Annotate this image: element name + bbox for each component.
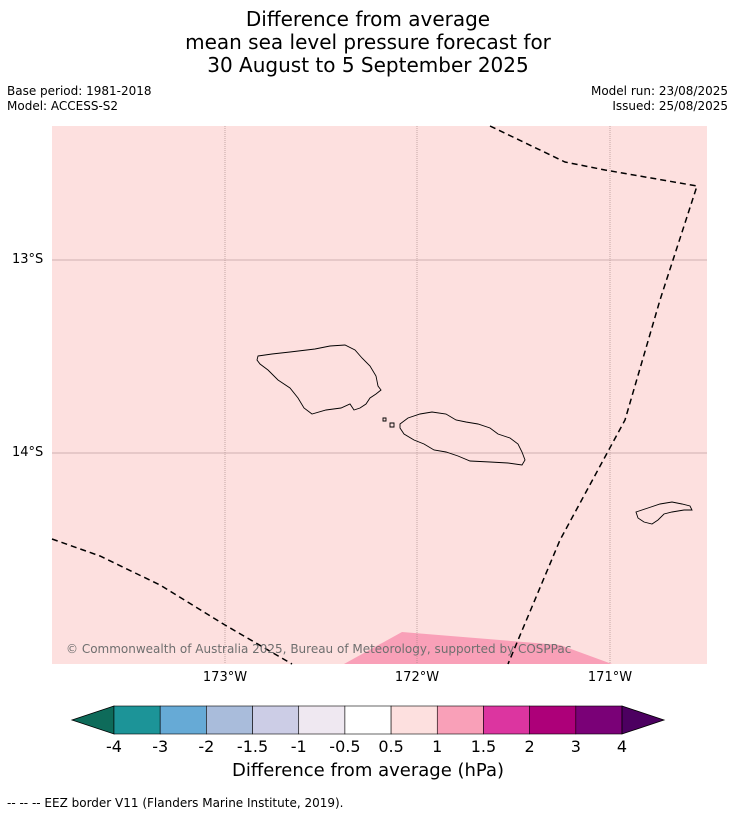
colorbar-segment xyxy=(298,705,346,735)
colorbar-label: -1 xyxy=(290,737,307,756)
colorbar-segment xyxy=(436,705,484,735)
eez-border-southwest xyxy=(51,538,293,665)
tutuila-island xyxy=(635,501,693,525)
model-name: Model: ACCESS-S2 xyxy=(7,99,119,113)
colorbar-segment xyxy=(575,705,623,735)
lat-label-13s: 13°S xyxy=(12,252,44,267)
colorbar-arrow-high xyxy=(621,705,666,735)
colorbar-segment xyxy=(159,705,207,735)
colorbar-segment xyxy=(344,705,392,735)
colorbar-segment xyxy=(529,705,577,735)
colorbar-arrow-low xyxy=(70,705,115,735)
colorbar xyxy=(70,705,666,735)
copyright-notice: © Commonwealth of Australia 2025, Bureau… xyxy=(66,642,572,656)
colorbar-segment xyxy=(206,705,253,735)
meta-right: Model run: 23/08/2025 Issued: 25/08/2025 xyxy=(591,84,728,114)
title-line-3: 30 August to 5 September 2025 xyxy=(207,53,529,77)
map-title: Difference from average mean sea level p… xyxy=(0,8,736,77)
savaii-island xyxy=(256,344,382,415)
apolima-islet xyxy=(389,422,395,428)
colorbar-label: 0.5 xyxy=(378,737,404,756)
issued-date: Issued: 25/08/2025 xyxy=(612,99,728,113)
map-background xyxy=(52,126,707,664)
colorbar-label: -4 xyxy=(106,737,122,756)
lon-label-171w: 171°W xyxy=(587,670,633,685)
colorbar-label: 2 xyxy=(524,737,535,756)
colorbar-label: -0.5 xyxy=(329,737,361,756)
colorbar-label: 1 xyxy=(432,737,443,756)
base-period: Base period: 1981-2018 xyxy=(7,84,152,98)
lon-label-173w: 173°W xyxy=(202,670,248,685)
colorbar-segment xyxy=(252,705,300,735)
model-run: Model run: 23/08/2025 xyxy=(590,84,728,98)
upolu-island xyxy=(399,411,526,466)
colorbar-label: -2 xyxy=(198,737,215,756)
manono-islet xyxy=(382,417,387,422)
colorbar-label: -1.5 xyxy=(236,737,269,756)
anomaly-patch xyxy=(344,632,612,664)
colorbar-label: -3 xyxy=(152,737,169,756)
lat-label-14s: 14°S xyxy=(12,445,44,460)
title-line-1: Difference from average xyxy=(245,7,491,31)
eez-border-north xyxy=(489,125,698,665)
graticule xyxy=(224,126,611,664)
colorbar-label: 4 xyxy=(616,737,628,756)
lon-label-172w: 172°W xyxy=(394,670,440,685)
colorbar-label: 1.5 xyxy=(470,737,497,756)
colorbar-segment xyxy=(483,705,530,735)
eez-legend: -- -- -- EEZ border V11 (Flanders Marine… xyxy=(7,796,344,810)
colorbar-label: 3 xyxy=(570,737,581,756)
colorbar-segment xyxy=(390,705,438,735)
meta-left: Base period: 1981-2018 Model: ACCESS-S2 xyxy=(7,84,152,114)
colorbar-segment xyxy=(113,705,161,735)
title-line-2: mean sea level pressure forecast for xyxy=(185,30,551,54)
colorbar-title: Difference from average (hPa) xyxy=(231,760,505,781)
